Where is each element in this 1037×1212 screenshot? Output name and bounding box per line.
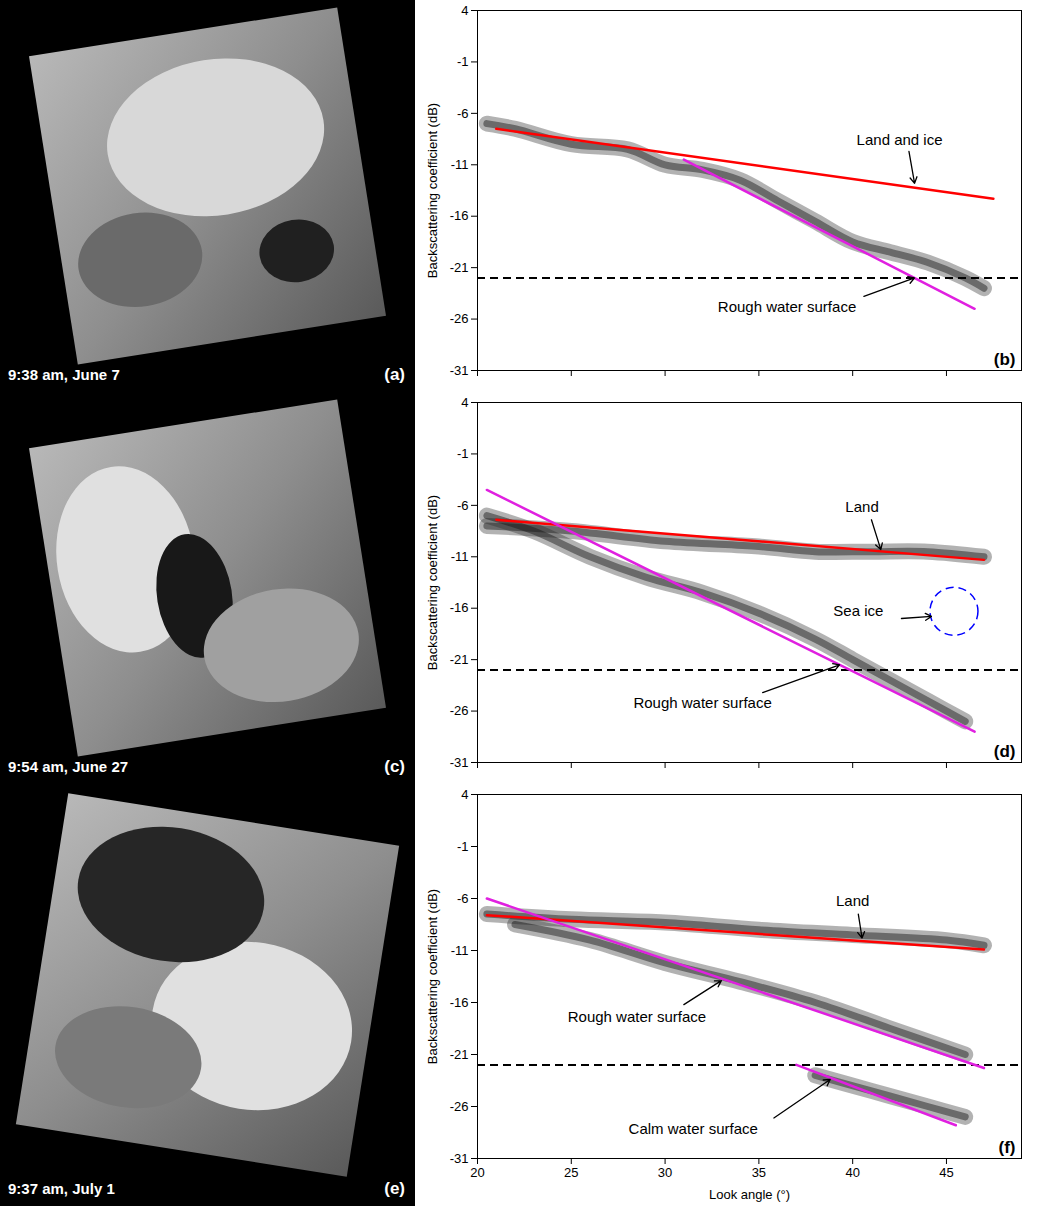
- svg-text:-26: -26: [450, 1099, 469, 1114]
- svg-text:-26: -26: [450, 703, 469, 718]
- svg-text:-1: -1: [457, 446, 469, 461]
- svg-text:-11: -11: [451, 157, 469, 172]
- svg-text:(d): (d): [994, 742, 1016, 761]
- svg-text:Sea ice: Sea ice: [833, 602, 883, 619]
- svg-text:-16: -16: [450, 995, 469, 1010]
- svg-text:9:38 am, June 7: 9:38 am, June 7: [8, 366, 120, 383]
- svg-text:Rough water surface: Rough water surface: [633, 694, 771, 711]
- svg-text:-6: -6: [457, 891, 469, 906]
- svg-text:30: 30: [658, 1165, 672, 1180]
- svg-text:Land and ice: Land and ice: [857, 131, 943, 148]
- svg-text:4: 4: [461, 395, 468, 410]
- svg-text:45: 45: [939, 1165, 953, 1180]
- svg-text:-16: -16: [450, 600, 469, 615]
- svg-text:Backscattering coefficient (dB: Backscattering coefficient (dB): [425, 495, 440, 670]
- svg-text:-16: -16: [450, 208, 469, 223]
- svg-text:-26: -26: [450, 311, 469, 326]
- svg-text:-1: -1: [457, 54, 469, 69]
- svg-text:Rough water surface: Rough water surface: [568, 1008, 706, 1025]
- svg-text:-21: -21: [450, 652, 469, 667]
- svg-text:9:37 am, July 1: 9:37 am, July 1: [8, 1180, 115, 1197]
- svg-text:-21: -21: [450, 260, 469, 275]
- svg-text:Calm water surface: Calm water surface: [629, 1120, 758, 1137]
- svg-text:4: 4: [461, 787, 468, 802]
- svg-text:4: 4: [461, 3, 468, 18]
- svg-text:(a): (a): [384, 365, 405, 384]
- svg-text:(f): (f): [999, 1138, 1016, 1157]
- svg-text:20: 20: [470, 1165, 484, 1180]
- svg-text:(e): (e): [384, 1179, 405, 1198]
- svg-text:(c): (c): [384, 757, 405, 776]
- svg-text:-11: -11: [451, 549, 469, 564]
- svg-text:40: 40: [845, 1165, 859, 1180]
- svg-text:Land: Land: [845, 498, 878, 515]
- svg-text:-31: -31: [450, 1151, 469, 1166]
- svg-text:-6: -6: [457, 498, 469, 513]
- svg-text:-31: -31: [450, 755, 469, 770]
- svg-text:-11: -11: [451, 943, 469, 958]
- svg-text:Backscattering coefficient (dB: Backscattering coefficient (dB): [425, 889, 440, 1064]
- svg-text:Land: Land: [836, 892, 869, 909]
- svg-text:-21: -21: [450, 1047, 469, 1062]
- svg-text:Backscattering coefficient (dB: Backscattering coefficient (dB): [425, 103, 440, 278]
- svg-text:-31: -31: [450, 363, 469, 378]
- svg-text:(b): (b): [994, 350, 1016, 369]
- svg-text:-6: -6: [457, 106, 469, 121]
- svg-text:Rough water surface: Rough water surface: [718, 298, 856, 315]
- svg-text:Look angle (°): Look angle (°): [709, 1187, 790, 1202]
- svg-text:35: 35: [752, 1165, 766, 1180]
- svg-text:-1: -1: [457, 839, 469, 854]
- svg-text:9:54 am, June 27: 9:54 am, June 27: [8, 758, 128, 775]
- svg-text:25: 25: [564, 1165, 578, 1180]
